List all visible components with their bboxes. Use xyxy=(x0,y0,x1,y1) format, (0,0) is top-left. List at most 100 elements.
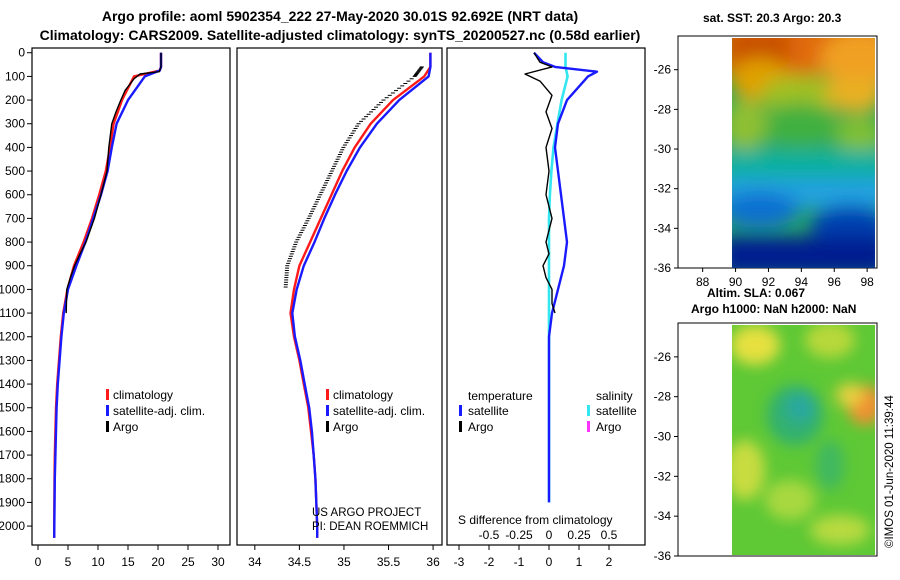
salinity-difference-tick-label: 0.5 xyxy=(601,528,618,542)
salinity-difference-tick-label: -0.5 xyxy=(479,528,500,542)
latitude-tick-label: -36 xyxy=(654,261,672,275)
salinity-tick-label: 34.5 xyxy=(288,555,312,569)
latitude-tick-label: -26 xyxy=(654,63,672,77)
temperature-tick-label: 25 xyxy=(181,555,195,569)
legend-temp-argo-label: Argo xyxy=(468,420,494,434)
latitude-tick-label: -36 xyxy=(654,549,672,563)
legend-satellite-label: satellite-adj. clim. xyxy=(113,404,205,418)
latitude-tick-label: -26 xyxy=(654,350,672,364)
depth-tick-label: 1400 xyxy=(0,377,25,391)
sla-map-title-line1: Altim. SLA: 0.067 xyxy=(707,286,805,300)
temperature-panel-frame xyxy=(31,47,231,546)
legend-temperature-title: temperature xyxy=(468,389,533,403)
salinity-panel-frame xyxy=(236,47,443,546)
salinity-difference-tick-label: -0.25 xyxy=(505,528,533,542)
sla-map: Altim. SLA: 0.067 Argo h1000: NaN h2000:… xyxy=(654,286,896,563)
latitude-tick-label: -32 xyxy=(654,469,672,483)
figure-title-line2: Climatology: CARS2009. Satellite-adjuste… xyxy=(39,27,641,43)
latitude-tick-label: -30 xyxy=(654,142,672,156)
legend-climatology-label: climatology xyxy=(333,388,393,402)
longitude-tick-label: 94 xyxy=(795,275,809,289)
difference-legend: temperature salinity satellite Argo sate… xyxy=(459,389,637,434)
depth-tick-label: 1600 xyxy=(0,424,25,438)
legend-salinity-title: salinity xyxy=(596,389,633,403)
legend-temp-satellite-label: satellite xyxy=(468,404,509,418)
depth-tick-label: 1200 xyxy=(0,330,25,344)
salinity-panel: 34 34.5 35 35.5 36 climatology satellite-adj… xyxy=(236,47,443,569)
temperature-satellite-difference-line xyxy=(533,51,599,503)
depth-tick-label: 1300 xyxy=(0,353,25,367)
difference-panel: -3 -2 -1 0 1 2 -0.5 -0.25 0 0.25 0.5 temperature … xyxy=(446,47,646,569)
salinity-difference-tick-label: 0 xyxy=(546,528,553,542)
difference-tick-label: -1 xyxy=(514,555,525,569)
longitude-tick-label: 92 xyxy=(762,275,776,289)
latitude-tick-label: -30 xyxy=(654,430,672,444)
legend-climatology-swatch xyxy=(106,389,109,400)
salinity-difference-tick-label: 0.25 xyxy=(567,528,591,542)
longitude-tick-label: 96 xyxy=(828,275,842,289)
legend-temp-argo-swatch xyxy=(459,421,462,432)
latitude-tick-label: -34 xyxy=(654,221,672,235)
salinity-tick-label: 34 xyxy=(248,555,262,569)
pi-annotation: PI: DEAN ROEMMICH xyxy=(312,521,428,533)
difference-tick-label: 1 xyxy=(576,555,583,569)
salinity-satellite-adj-clim--line xyxy=(291,52,432,538)
depth-tick-label: 1000 xyxy=(0,282,25,296)
depth-tick-label: 2000 xyxy=(0,519,25,533)
figure-title-line1: Argo profile: aoml 5902354_222 27-May-20… xyxy=(101,8,579,24)
depth-tick-label: 800 xyxy=(5,235,25,249)
legend-satellite-label: satellite-adj. clim. xyxy=(333,404,425,418)
depth-tick-label: 900 xyxy=(5,259,25,273)
depth-tick-label: 300 xyxy=(5,117,25,131)
longitude-tick-label: 98 xyxy=(860,275,874,289)
legend-sal-satellite-swatch xyxy=(587,405,590,416)
legend-argo-swatch xyxy=(106,421,109,432)
salinity-tick-label: 35 xyxy=(337,555,351,569)
difference-panel-frame xyxy=(446,47,646,546)
salinity-tick-label: 36 xyxy=(426,555,440,569)
sst-map: sat. SST: 20.3 Argo: 20.3 -26-28-3 xyxy=(654,11,878,289)
project-annotation: US ARGO PROJECT xyxy=(312,507,421,519)
depth-tick-label: 1100 xyxy=(0,306,25,320)
difference-tick-label: 2 xyxy=(606,555,613,569)
depth-tick-label: 700 xyxy=(5,211,25,225)
difference-tick-label: -3 xyxy=(454,555,465,569)
temperature-satellite-adj-clim--line xyxy=(53,52,163,538)
depth-tick-label: 500 xyxy=(5,164,25,178)
difference-xlabel: S difference from climatology xyxy=(458,513,613,527)
temperature-tick-label: 20 xyxy=(151,555,165,569)
salinity-argo-marks xyxy=(283,66,424,288)
legend-sal-argo-label: Argo xyxy=(596,420,622,434)
temperature-tick-label: 5 xyxy=(65,555,72,569)
sla-map-title-line2: Argo h1000: NaN h2000: NaN xyxy=(691,302,856,316)
temperature-tick-label: 0 xyxy=(35,555,42,569)
depth-tick-label: 200 xyxy=(5,93,25,107)
legend-temp-satellite-swatch xyxy=(459,405,462,416)
sst-map-image xyxy=(732,38,875,268)
difference-tick-label: -2 xyxy=(484,555,495,569)
legend-satellite-swatch xyxy=(326,405,329,416)
difference-tick-label: 0 xyxy=(546,555,553,569)
legend-argo-label: Argo xyxy=(333,420,359,434)
legend-argo-label: Argo xyxy=(113,420,139,434)
latitude-tick-label: -34 xyxy=(654,509,672,523)
salinity-legend: climatology satellite-adj. clim. Argo xyxy=(326,388,425,434)
temperature-argo-line xyxy=(65,52,162,314)
depth-tick-label: 1500 xyxy=(0,401,25,415)
longitude-tick-label: 88 xyxy=(696,275,710,289)
legend-climatology-label: climatology xyxy=(113,388,173,402)
legend-satellite-swatch xyxy=(106,405,109,416)
temperature-panel: 0100200300400500600700800900100011001200… xyxy=(0,46,231,569)
depth-tick-label: 1800 xyxy=(0,472,25,486)
depth-tick-label: 1700 xyxy=(0,448,25,462)
depth-tick-label: 1900 xyxy=(0,495,25,509)
temperature-legend: climatology satellite-adj. clim. Argo xyxy=(106,388,205,434)
legend-argo-swatch xyxy=(326,421,329,432)
depth-tick-label: 400 xyxy=(5,140,25,154)
longitude-tick-label: 90 xyxy=(729,275,743,289)
imos-credit: ©IMOS 01-Jun-2020 11:39:44 xyxy=(884,395,896,548)
sst-map-title: sat. SST: 20.3 Argo: 20.3 xyxy=(703,11,842,25)
temperature-tick-label: 15 xyxy=(121,555,135,569)
latitude-tick-label: -28 xyxy=(654,102,672,116)
